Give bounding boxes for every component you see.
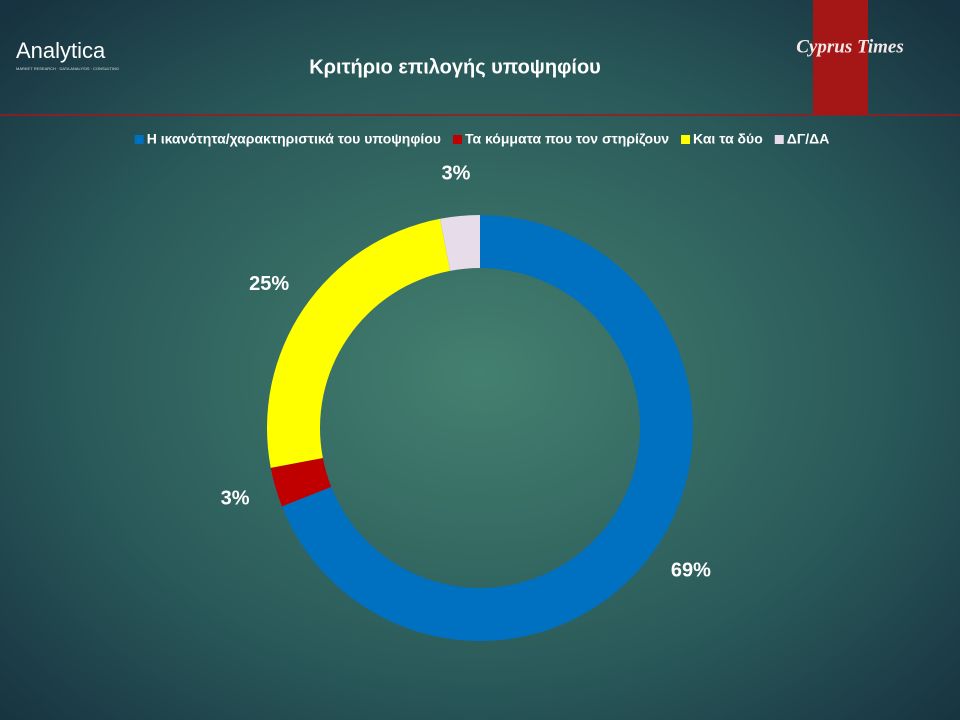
- legend-label: Και τα δύο: [693, 131, 763, 147]
- publisher: Cyprus Times: [796, 36, 904, 57]
- plot: 69% 3% 25% 3%: [221, 162, 711, 641]
- legend: Η ικανότητα/χαρακτηριστικά του υποψηφίου…: [134, 131, 830, 147]
- doughnut-segment: [270, 457, 332, 507]
- chart-title: Κριτήριο επιλογής υποψηφίου: [309, 56, 601, 78]
- data-label: 69%: [671, 560, 711, 582]
- doughnut-segment: [267, 218, 451, 468]
- data-label: 25%: [249, 273, 289, 295]
- legend-swatch: [452, 135, 462, 144]
- logo-tagline: MARKET RESEARCH · DATA ANALYSIS · CONSUL…: [16, 66, 119, 71]
- legend-swatch: [774, 135, 784, 144]
- legend-label: ΔΓ/ΔΑ: [787, 131, 830, 147]
- legend-label: Τα κόμματα που τον στηρίζουν: [465, 131, 669, 147]
- legend-label: Η ικανότητα/χαρακτηριστικά του υποψηφίου: [147, 131, 441, 147]
- doughnut-segment: [440, 215, 480, 271]
- logo: Analytica: [16, 38, 106, 63]
- publisher-band: [813, 0, 868, 114]
- legend-swatch: [681, 135, 691, 144]
- data-label: 3%: [442, 162, 471, 184]
- data-label: 3%: [221, 487, 250, 509]
- legend-swatch: [134, 135, 144, 144]
